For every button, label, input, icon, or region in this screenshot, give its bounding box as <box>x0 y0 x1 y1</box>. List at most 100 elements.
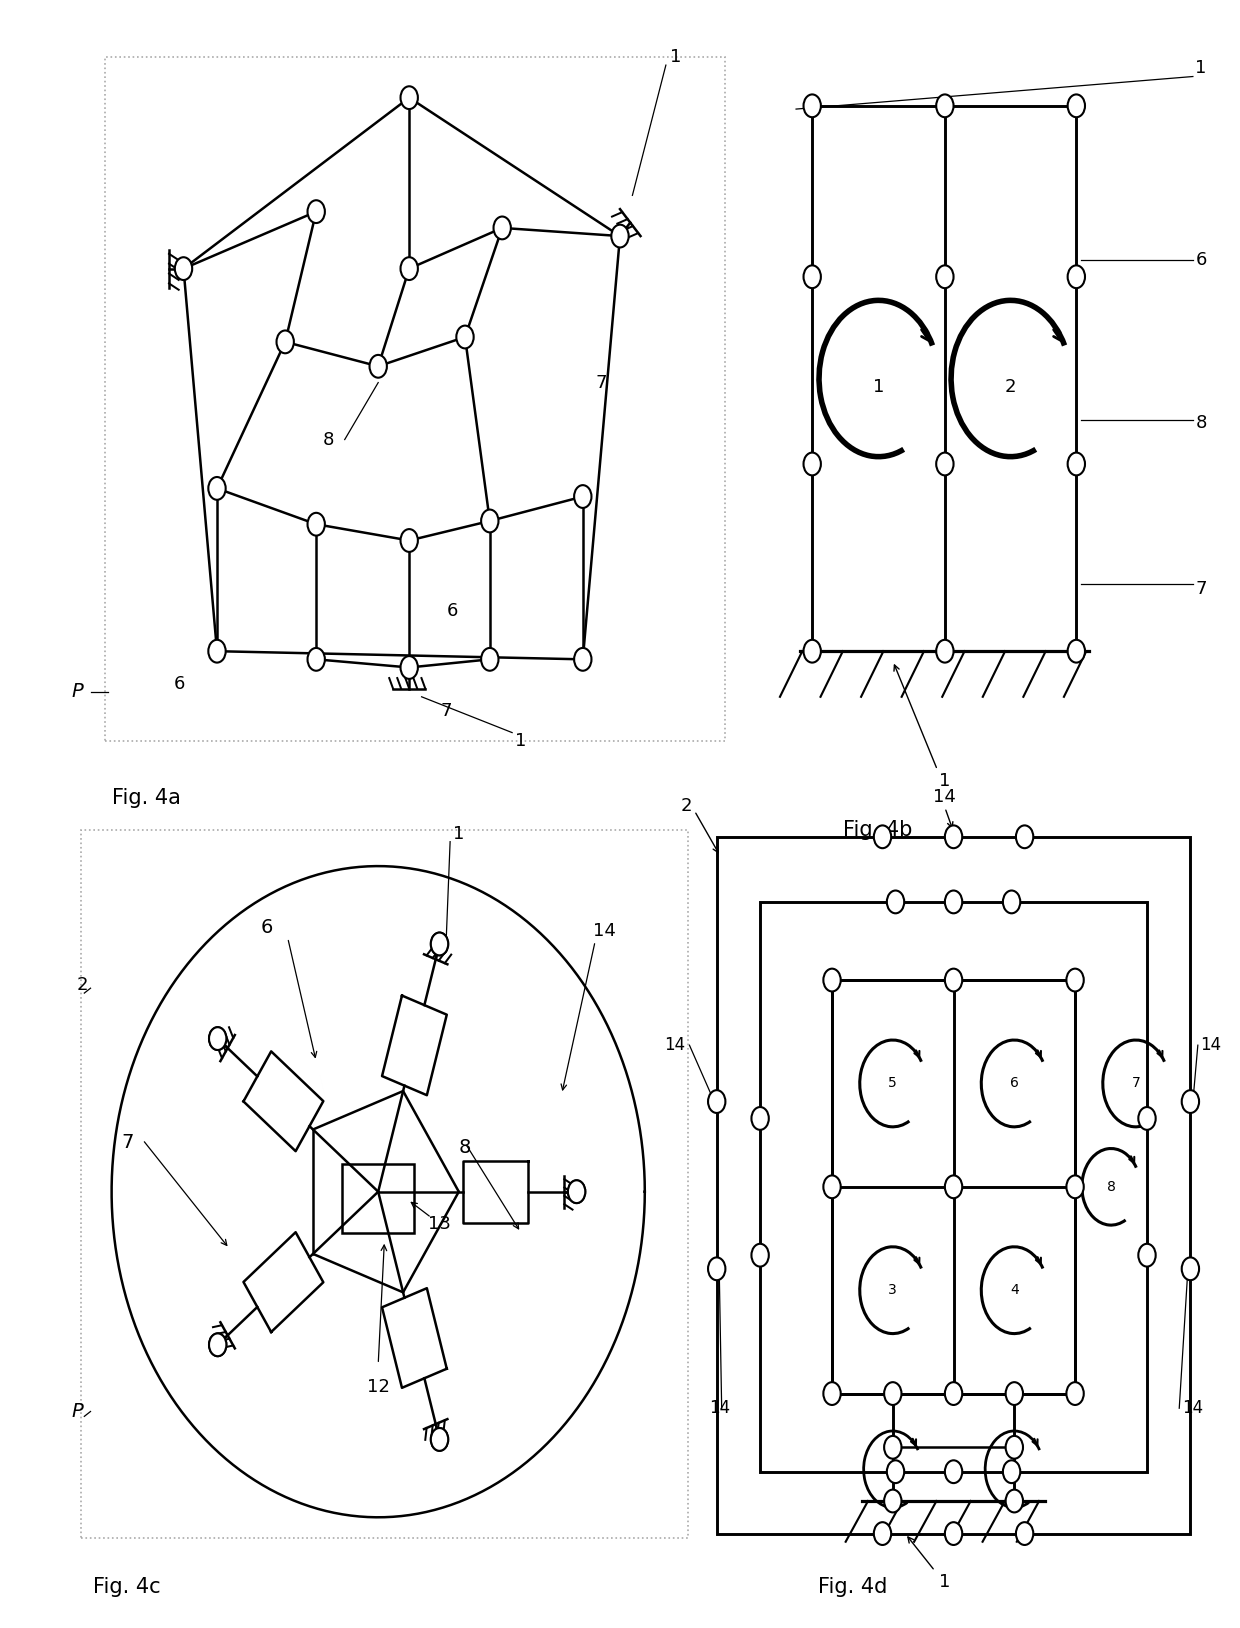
Text: 1: 1 <box>670 47 681 67</box>
Circle shape <box>936 453 954 475</box>
Circle shape <box>823 969 841 991</box>
Circle shape <box>1182 1257 1199 1280</box>
Text: 12: 12 <box>367 1377 389 1397</box>
Text: 6: 6 <box>174 674 186 694</box>
Text: 7: 7 <box>440 702 451 721</box>
Circle shape <box>574 485 591 508</box>
Circle shape <box>936 94 954 117</box>
Circle shape <box>175 257 192 280</box>
Text: 1: 1 <box>453 824 464 843</box>
Circle shape <box>887 1460 904 1483</box>
Circle shape <box>401 257 418 280</box>
Text: 4: 4 <box>1009 1283 1019 1298</box>
Circle shape <box>401 86 418 109</box>
Text: 7: 7 <box>595 373 606 392</box>
Bar <box>760 902 1147 1472</box>
Text: 2: 2 <box>681 796 692 816</box>
Circle shape <box>430 1428 448 1451</box>
Circle shape <box>430 933 448 956</box>
Circle shape <box>884 1436 901 1459</box>
Text: 14: 14 <box>1200 1035 1221 1055</box>
Circle shape <box>1003 891 1021 913</box>
Text: 14: 14 <box>1182 1398 1203 1418</box>
Circle shape <box>1006 1436 1023 1459</box>
Circle shape <box>804 640 821 663</box>
Text: 13: 13 <box>428 1214 450 1234</box>
Circle shape <box>568 1180 585 1203</box>
Circle shape <box>277 330 294 353</box>
Circle shape <box>751 1244 769 1267</box>
Circle shape <box>936 640 954 663</box>
Circle shape <box>208 477 226 500</box>
Text: 6: 6 <box>1009 1076 1019 1091</box>
Circle shape <box>1006 1490 1023 1512</box>
Circle shape <box>708 1091 725 1114</box>
Circle shape <box>945 891 962 913</box>
Circle shape <box>1016 825 1033 848</box>
Circle shape <box>210 1027 227 1050</box>
Text: 8: 8 <box>459 1138 471 1158</box>
Circle shape <box>210 1027 227 1050</box>
Bar <box>105 57 725 741</box>
Circle shape <box>1006 1382 1023 1405</box>
Circle shape <box>874 825 892 848</box>
Circle shape <box>804 453 821 475</box>
Circle shape <box>401 529 418 552</box>
Circle shape <box>481 510 498 532</box>
Bar <box>717 837 1190 1534</box>
Text: 2: 2 <box>1004 378 1017 396</box>
Circle shape <box>945 1522 962 1545</box>
Text: P: P <box>72 682 83 702</box>
Text: Fig. 4b: Fig. 4b <box>843 821 913 840</box>
Circle shape <box>1066 969 1084 991</box>
Circle shape <box>370 355 387 378</box>
Text: 7: 7 <box>1195 580 1207 599</box>
Text: 6: 6 <box>1195 251 1207 270</box>
Text: 1: 1 <box>889 1464 897 1475</box>
Circle shape <box>874 1522 892 1545</box>
Circle shape <box>308 513 325 536</box>
Circle shape <box>481 648 498 671</box>
Text: 1: 1 <box>939 772 951 791</box>
Circle shape <box>1138 1244 1156 1267</box>
Bar <box>832 980 1075 1394</box>
Circle shape <box>887 891 904 913</box>
Text: 2: 2 <box>1011 1464 1018 1475</box>
Text: 7: 7 <box>122 1133 134 1153</box>
Circle shape <box>708 1257 725 1280</box>
Text: 6: 6 <box>260 918 273 938</box>
Circle shape <box>210 1333 227 1356</box>
Circle shape <box>823 1175 841 1198</box>
Circle shape <box>430 1428 448 1451</box>
Text: Fig. 4c: Fig. 4c <box>93 1578 161 1597</box>
Text: 14: 14 <box>709 1398 730 1418</box>
Text: 8: 8 <box>1106 1180 1116 1193</box>
Text: 3: 3 <box>888 1283 898 1298</box>
Text: 14: 14 <box>593 921 615 941</box>
Circle shape <box>1138 1107 1156 1130</box>
Text: 8: 8 <box>1195 414 1207 433</box>
Text: 14: 14 <box>934 788 956 806</box>
Text: 6: 6 <box>446 601 458 620</box>
Circle shape <box>945 825 962 848</box>
Text: 1: 1 <box>939 1573 951 1592</box>
Circle shape <box>1068 640 1085 663</box>
Circle shape <box>1016 1522 1033 1545</box>
Text: 14: 14 <box>665 1035 686 1055</box>
Circle shape <box>1068 265 1085 288</box>
Circle shape <box>936 265 954 288</box>
Text: 2: 2 <box>77 975 88 995</box>
Circle shape <box>456 326 474 348</box>
Text: 5: 5 <box>888 1076 898 1091</box>
Circle shape <box>611 225 629 247</box>
Circle shape <box>401 656 418 679</box>
Text: 1: 1 <box>1195 59 1207 78</box>
Circle shape <box>574 648 591 671</box>
Circle shape <box>568 1180 585 1203</box>
Circle shape <box>494 217 511 239</box>
Circle shape <box>208 640 226 663</box>
Circle shape <box>945 1460 962 1483</box>
Bar <box>342 1164 414 1232</box>
Circle shape <box>1003 1460 1021 1483</box>
Bar <box>81 830 688 1538</box>
